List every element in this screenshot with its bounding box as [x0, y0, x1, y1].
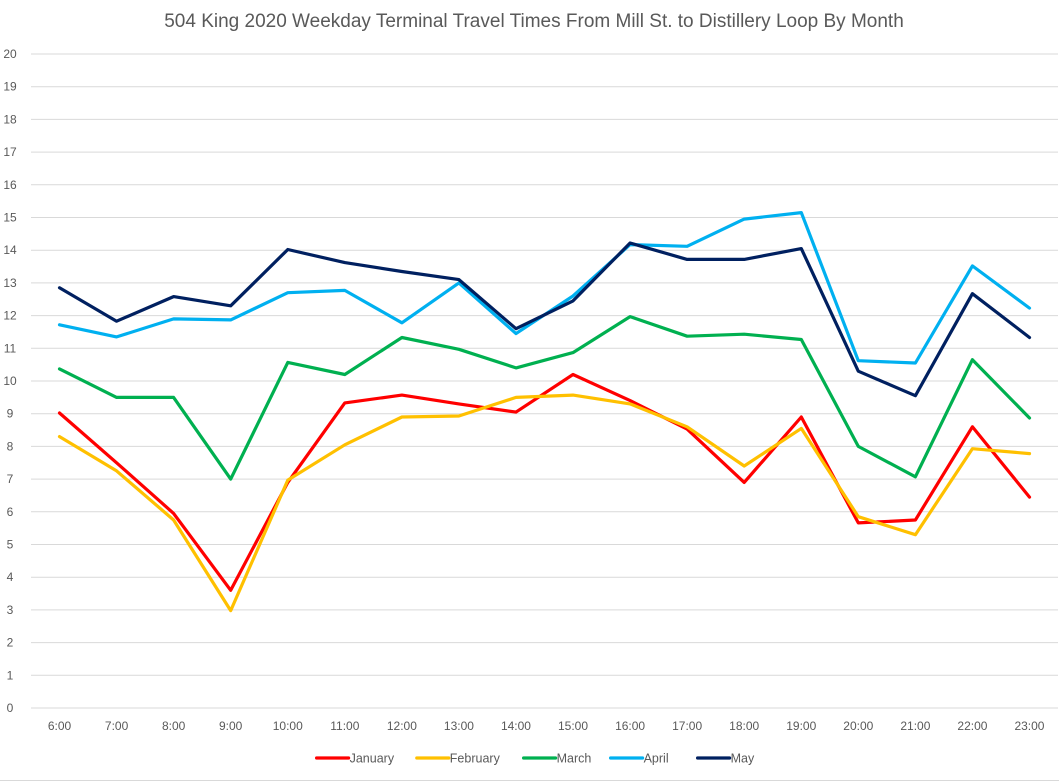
y-tick-label: 13 [3, 276, 17, 290]
legend-item-april[interactable]: April [608, 752, 669, 766]
y-tick-label: 14 [3, 243, 17, 257]
x-axis-ticks: 6:00 7:00 8:00 9:00 10:00 11:00 12:00 13:00 14:0… [48, 719, 1045, 733]
y-tick-label: 8 [7, 439, 14, 453]
legend-item-march[interactable]: March [521, 752, 592, 766]
x-tick-label: 9:00 [219, 719, 243, 733]
y-tick-label: 2 [7, 636, 14, 650]
bottom-divider [0, 780, 1059, 781]
y-tick-label: 0 [7, 701, 14, 715]
legend-label: January [350, 752, 395, 766]
series-line-january [57, 372, 1032, 592]
y-tick-label: 9 [7, 407, 14, 421]
x-tick-label: 8:00 [162, 719, 186, 733]
x-tick-label: 16:00 [615, 719, 645, 733]
x-tick-label: 20:00 [843, 719, 873, 733]
x-tick-label: 13:00 [444, 719, 474, 733]
y-tick-label: 15 [3, 211, 17, 225]
x-tick-label: 23:00 [1014, 719, 1044, 733]
legend-item-may[interactable]: May [695, 752, 755, 766]
series-line-february [57, 393, 1032, 613]
legend-label: April [644, 752, 669, 766]
y-tick-label: 10 [3, 374, 17, 388]
x-tick-label: 11:00 [330, 719, 359, 733]
legend: January February March April May [315, 752, 755, 766]
y-tick-label: 1 [7, 668, 14, 682]
y-tick-label: 6 [7, 505, 14, 519]
y-tick-label: 5 [7, 538, 14, 552]
x-tick-label: 15:00 [558, 719, 588, 733]
chart-title: 504 King 2020 Weekday Terminal Travel Ti… [164, 11, 904, 32]
series-line-march [57, 315, 1032, 481]
series-lines [57, 211, 1032, 613]
x-tick-label: 17:00 [672, 719, 702, 733]
x-tick-label: 10:00 [273, 719, 303, 733]
y-tick-label: 16 [3, 178, 17, 192]
series-line-may [57, 241, 1032, 398]
legend-label: February [450, 752, 501, 766]
y-tick-label: 18 [3, 112, 17, 126]
y-tick-label: 19 [3, 80, 17, 94]
legend-label: May [731, 752, 755, 766]
x-tick-label: 14:00 [501, 719, 531, 733]
x-tick-label: 6:00 [48, 719, 72, 733]
gridlines [31, 53, 1058, 709]
x-tick-label: 18:00 [729, 719, 759, 733]
legend-label: March [557, 752, 592, 766]
y-tick-label: 20 [3, 47, 17, 61]
y-tick-label: 12 [3, 309, 17, 323]
y-tick-label: 11 [4, 341, 17, 355]
x-tick-label: 7:00 [105, 719, 129, 733]
legend-item-february[interactable]: February [415, 752, 501, 766]
series-line-april [57, 211, 1032, 365]
y-tick-label: 7 [7, 472, 14, 486]
x-tick-label: 21:00 [900, 719, 930, 733]
x-tick-label: 12:00 [387, 719, 417, 733]
y-tick-label: 3 [7, 603, 14, 617]
x-tick-label: 22:00 [957, 719, 987, 733]
y-tick-label: 4 [7, 570, 14, 584]
x-tick-label: 19:00 [786, 719, 816, 733]
legend-item-january[interactable]: January [315, 752, 395, 766]
y-tick-label: 17 [3, 145, 17, 159]
